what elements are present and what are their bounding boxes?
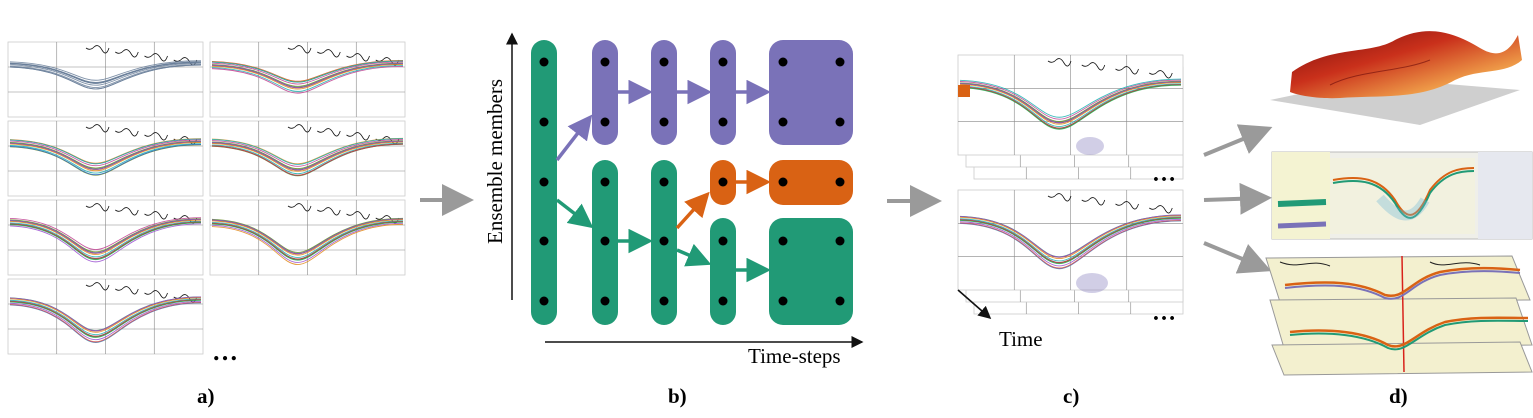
map-thumb-r0-c0 <box>7 41 204 118</box>
map-thumb-r3-c0 <box>7 278 204 355</box>
arrow-c-to-d-middle <box>1203 182 1272 215</box>
aggregate-purple <box>769 40 853 145</box>
panel-label-b: b) <box>668 384 687 408</box>
panel-label-d: d) <box>1389 384 1408 408</box>
cluster-purple-t2 <box>592 40 618 145</box>
cluster-purple-t4 <box>710 40 736 145</box>
panel-d-3d-surface <box>1270 31 1522 125</box>
map-thumb-r2-c0 <box>7 199 204 276</box>
arrow-c-to-d-bottom <box>1203 241 1272 274</box>
y-axis-label: Ensemble members <box>483 79 507 244</box>
panel-a-ellipsis: … <box>212 337 238 366</box>
map-thumb-r2-c1 <box>209 199 406 276</box>
panel-c-ellipsis-bottom: … <box>1152 300 1176 326</box>
time-arrow <box>957 289 992 320</box>
member-dots <box>539 57 845 306</box>
cluster-purple-t3 <box>651 40 677 145</box>
panel-label-c: c) <box>1063 384 1079 408</box>
panel-b-diagram: Ensemble members Time-steps <box>483 32 864 368</box>
uncertainty-blob-bottom <box>1076 273 1108 293</box>
panel-a-map-grid <box>7 41 406 355</box>
panel-d-ui-view <box>1271 151 1533 240</box>
map-thumb-r0-c1 <box>209 41 406 118</box>
panel-c-stacks <box>957 54 1184 315</box>
map-thumb-r1-c1 <box>209 120 406 197</box>
time-label: Time <box>999 327 1043 351</box>
panel-d-stacked-maps <box>1265 255 1533 376</box>
panel-label-a: a) <box>197 384 215 408</box>
uncertainty-blob-top <box>1076 137 1104 155</box>
x-axis-label: Time-steps <box>748 344 841 368</box>
cluster-green-t4 <box>710 218 736 325</box>
flow-arrows <box>555 79 771 283</box>
stack-orange-marker <box>958 85 970 97</box>
aggregate-orange <box>769 160 853 205</box>
stack-top-layer-0 <box>957 54 1184 156</box>
stack-bottom-layer-0 <box>957 189 1184 291</box>
panel-c-ellipsis-top: … <box>1152 161 1176 187</box>
arrow-c-to-d-top <box>1203 124 1273 157</box>
aggregate-green <box>769 218 853 325</box>
map-thumb-r1-c0 <box>7 120 204 197</box>
